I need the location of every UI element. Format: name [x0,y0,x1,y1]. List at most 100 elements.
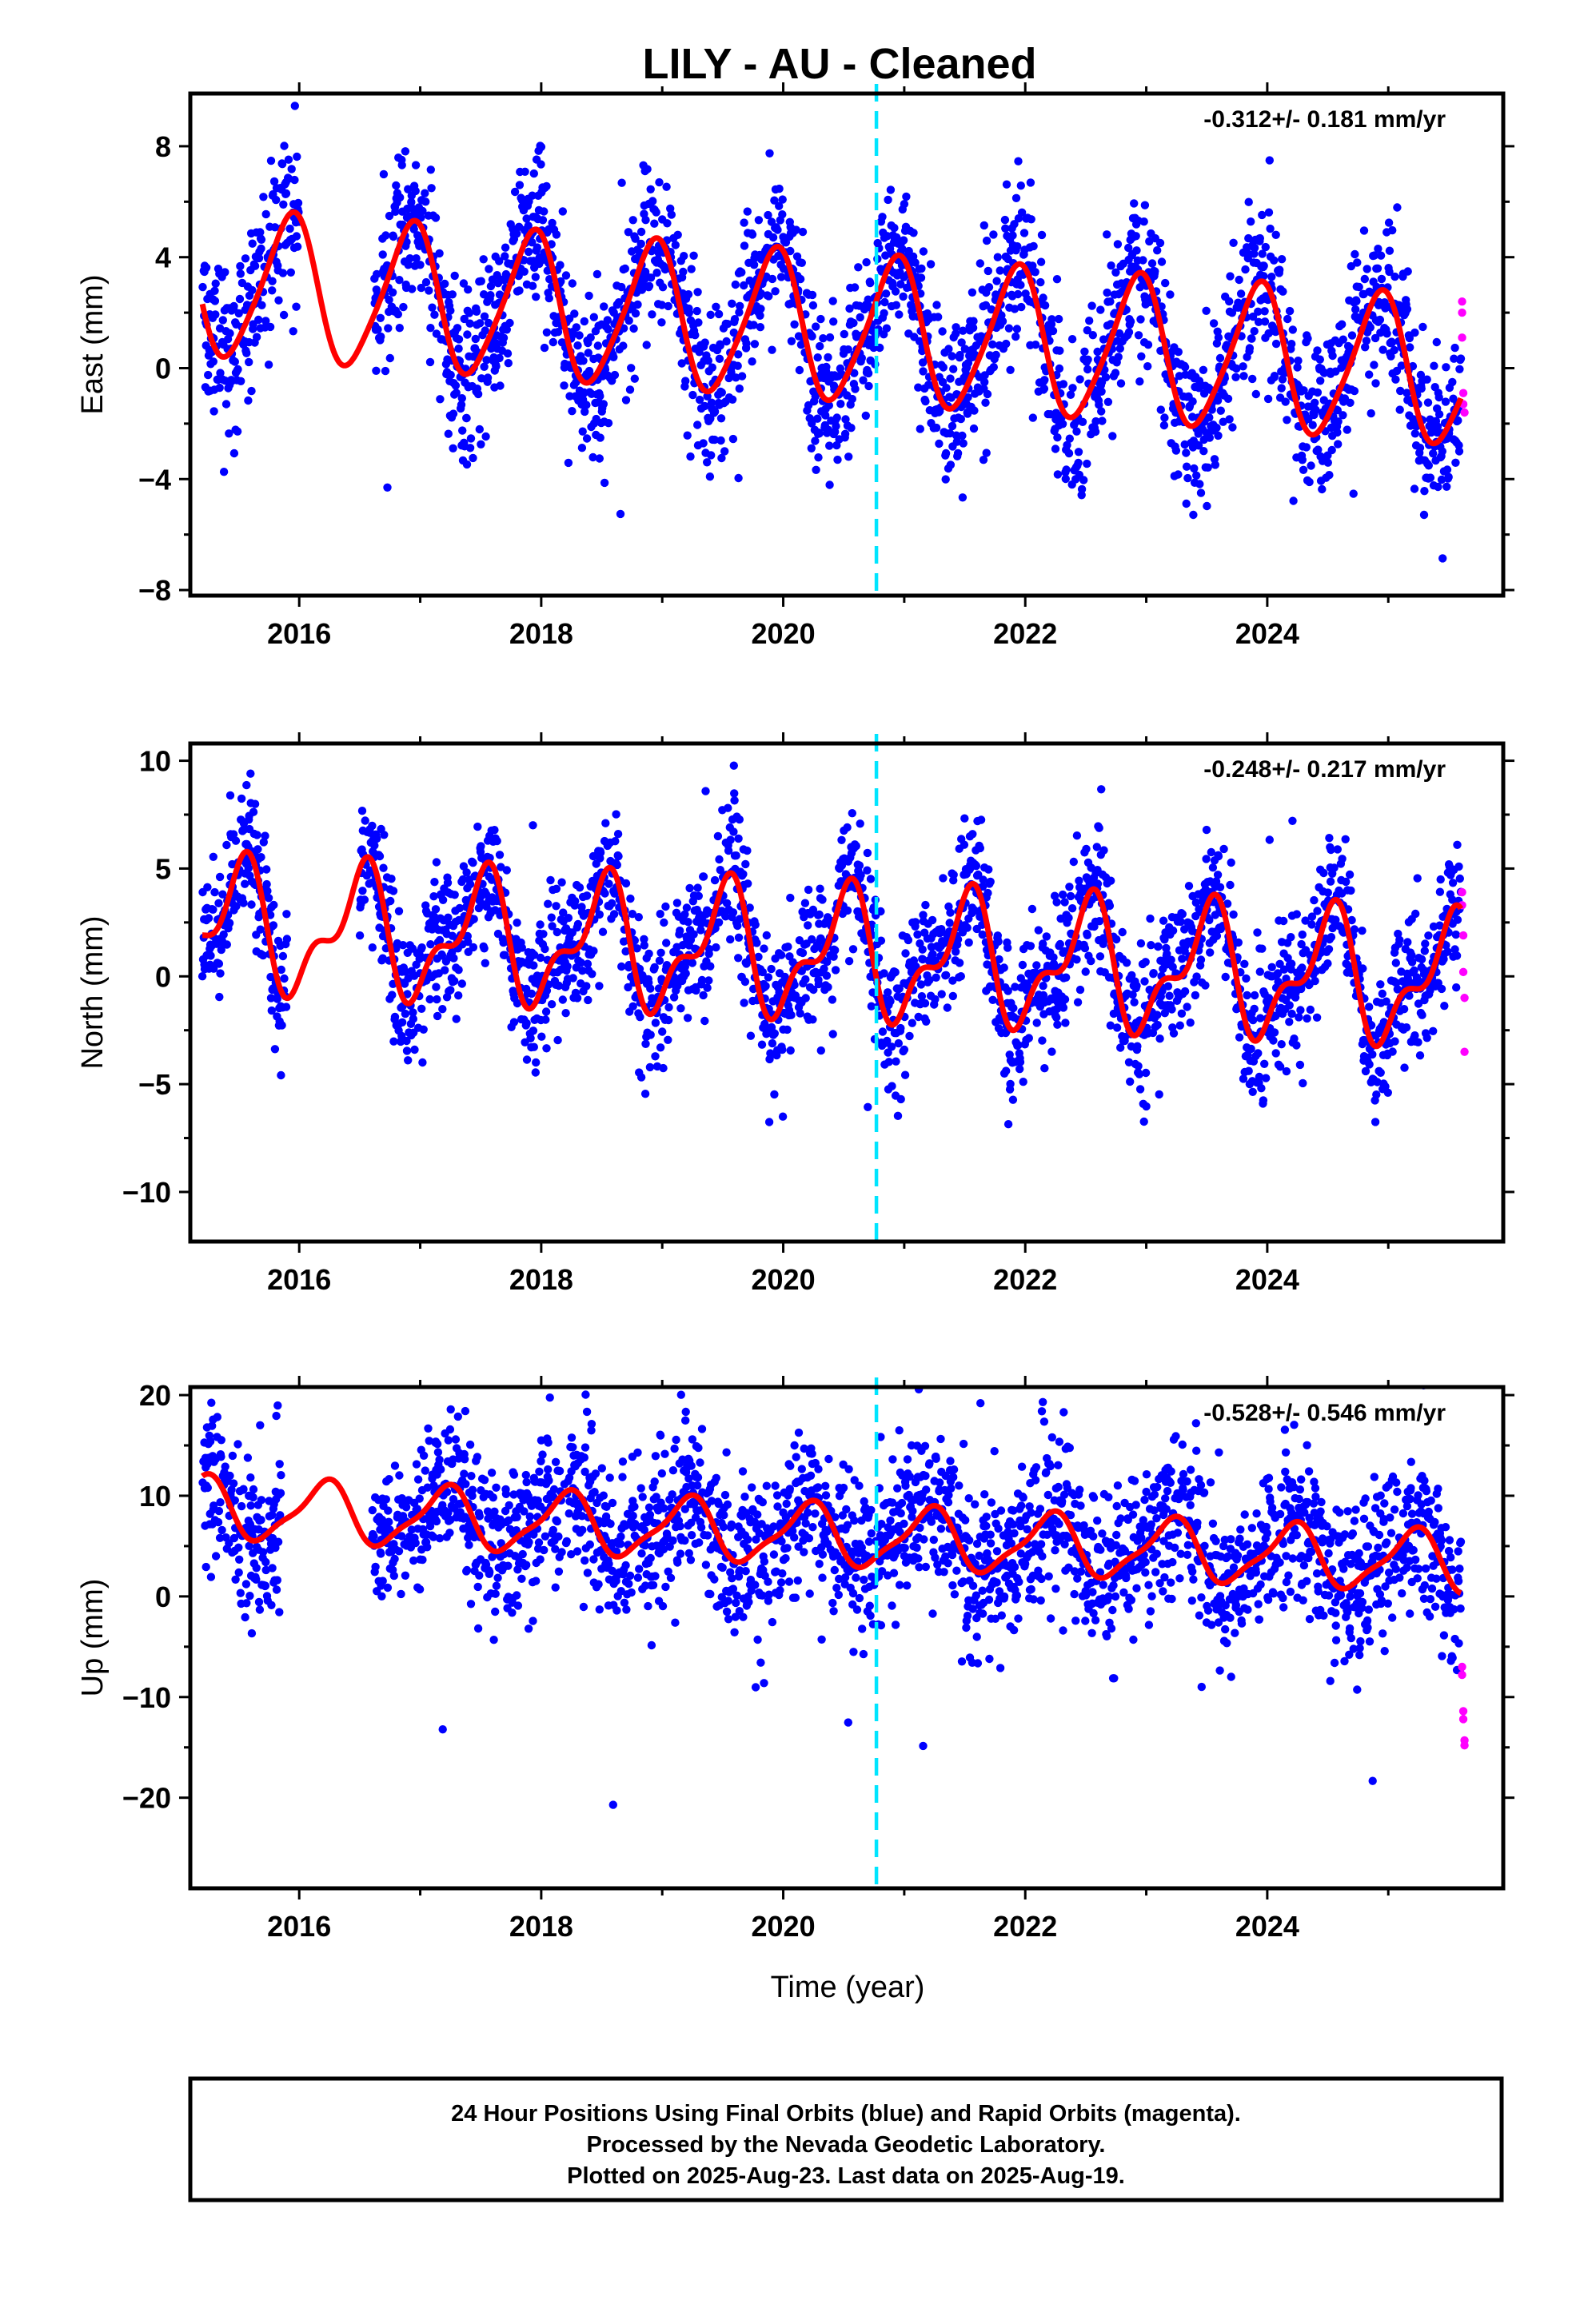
data-point [801,899,809,907]
data-point [257,853,265,861]
data-point [1204,464,1212,472]
data-point [1289,325,1297,333]
data-point [1132,232,1140,240]
data-point [209,906,217,914]
data-point [1068,335,1076,343]
data-point [1241,265,1249,273]
data-point [752,939,760,947]
data-point [866,279,874,287]
data-point [884,196,892,204]
data-point [663,219,671,227]
data-point [1260,307,1268,315]
data-point [840,330,848,338]
data-point [467,434,475,442]
data-point [541,945,549,953]
data-point [657,318,665,326]
data-point [584,996,592,1004]
data-point [391,1013,399,1021]
data-point [1053,433,1061,441]
data-point [720,447,728,455]
data-point [432,905,440,913]
data-point [533,243,541,251]
data-point [1014,290,1022,298]
data-point [658,1027,666,1035]
data-point [1016,1058,1024,1066]
data-point [631,375,639,383]
data-point [1009,1096,1017,1104]
data-point [1324,888,1332,896]
data-point [701,787,709,795]
data-point [1150,969,1158,977]
data-point [1392,959,1400,967]
data-point [1423,376,1431,384]
data-point [209,853,217,861]
data-point [237,377,245,385]
data-point [221,268,229,276]
data-point [1338,855,1346,863]
data-point [748,357,756,365]
data-point [629,216,637,224]
data-point [560,381,568,389]
data-point [684,918,692,926]
data-point [1455,447,1463,455]
data-point [244,397,252,405]
data-point [716,436,724,444]
data-point [410,1046,418,1054]
data-point [578,444,586,452]
data-point [290,176,298,184]
data-point [1395,936,1403,944]
data-point [1257,1084,1265,1092]
data-point [1258,945,1266,953]
data-point [496,851,504,859]
data-point [421,189,429,197]
data-point [279,269,287,277]
data-point [831,946,839,954]
data-point [693,883,701,891]
data-point [1266,835,1274,843]
data-point [1159,917,1167,925]
data-point [1020,229,1028,237]
data-point [1147,941,1155,949]
data-point [1123,959,1131,967]
data-point [765,149,773,157]
data-point [206,951,214,959]
data-point [1130,999,1138,1007]
data-point [269,901,277,909]
data-point [693,307,701,315]
data-point [920,247,928,255]
data-point [1157,405,1165,413]
data-point [892,287,900,295]
data-point [1368,1050,1376,1058]
data-point [886,997,894,1005]
data-point [688,391,696,399]
data-point [773,225,781,233]
data-point [992,277,1000,285]
data-point [231,357,239,365]
data-point [1002,1066,1010,1074]
data-point [1004,987,1012,995]
data-point [236,262,244,270]
data-point [706,963,714,971]
data-point [640,941,648,949]
data-point [1325,834,1333,842]
data-point [1283,315,1291,323]
data-point [701,338,709,346]
data-point [1247,335,1255,343]
data-point [983,237,991,245]
data-point [209,357,217,365]
data-point [237,269,245,277]
data-point [714,832,722,840]
data-point [784,943,792,951]
data-point [576,883,584,891]
data-point [1112,935,1120,943]
data-point [787,1011,795,1019]
data-point [888,1082,896,1090]
data-point [917,273,925,281]
data-point [1328,446,1336,454]
data-point [267,157,275,165]
data-point [1038,1036,1046,1044]
data-point [985,283,993,291]
data-point [822,363,830,371]
data-point [241,254,249,262]
data-point [932,974,940,982]
